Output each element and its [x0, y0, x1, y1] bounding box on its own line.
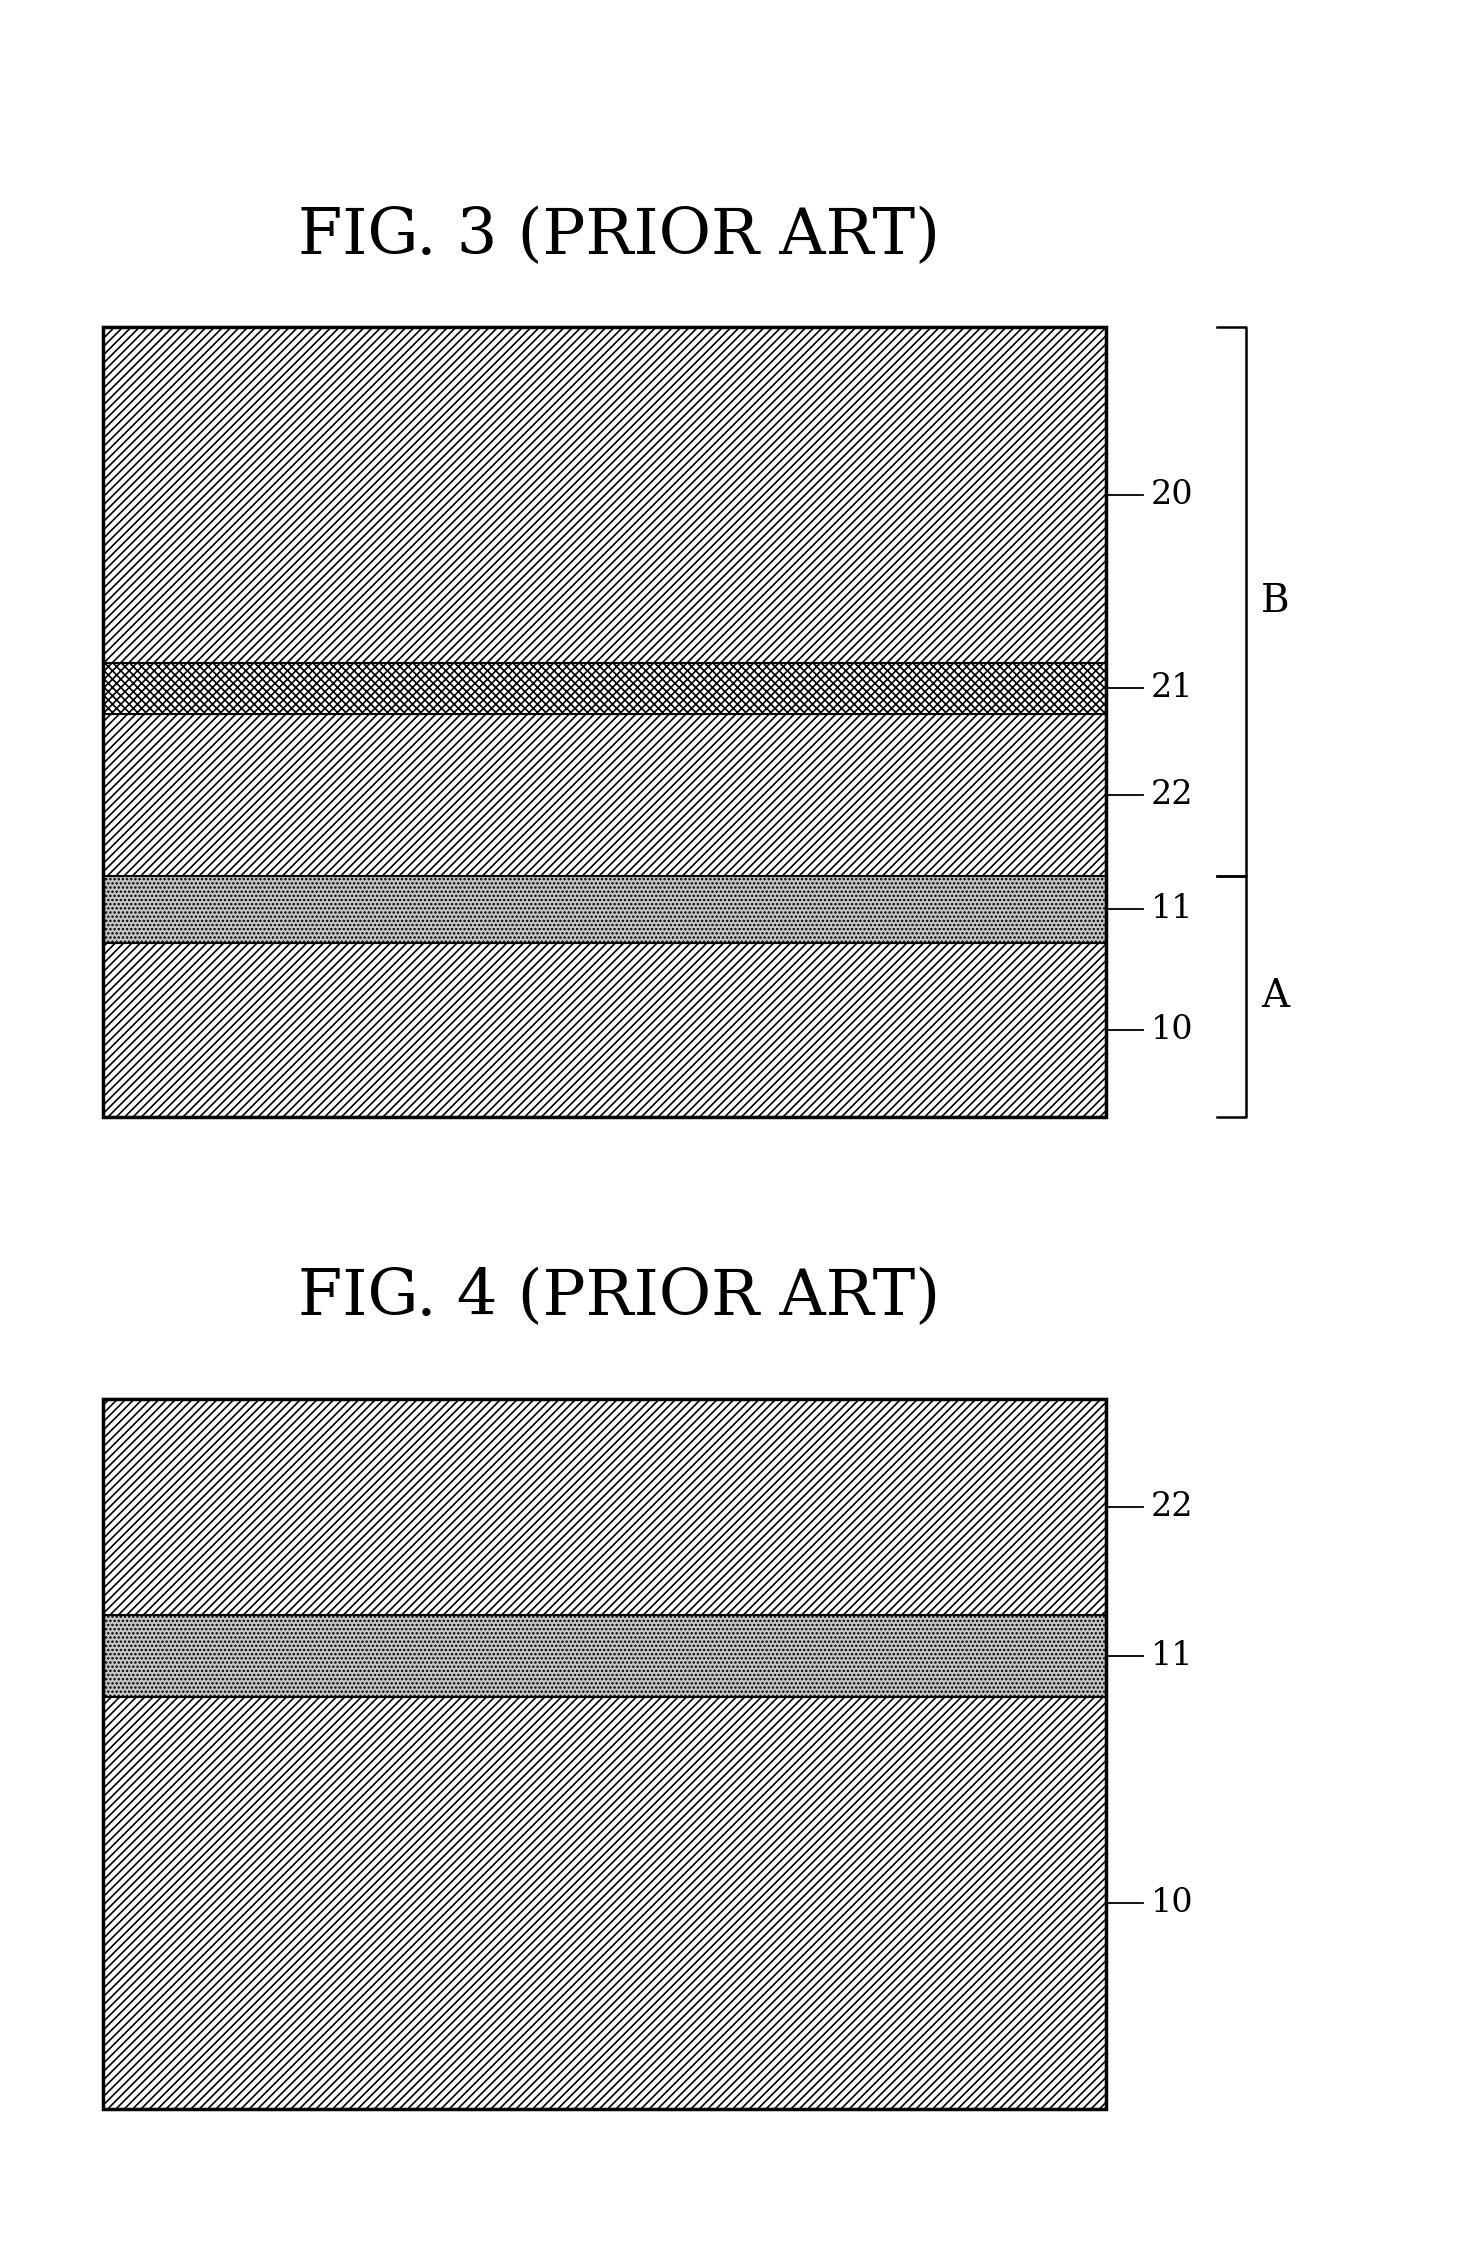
Bar: [103, 1615, 1106, 1697]
Text: 11: 11: [1150, 1640, 1193, 1672]
Bar: [103, 1399, 1106, 2109]
Bar: [103, 875, 1106, 943]
Bar: [103, 1399, 1106, 1615]
Text: 22: 22: [1150, 778, 1193, 810]
Text: 10: 10: [1150, 1888, 1193, 1920]
Text: 21: 21: [1150, 672, 1193, 704]
Bar: [103, 663, 1106, 715]
Bar: [103, 943, 1106, 1117]
Text: 10: 10: [1150, 1013, 1193, 1047]
Text: FIG. 3 (PRIOR ART): FIG. 3 (PRIOR ART): [298, 205, 941, 268]
Text: A: A: [1261, 977, 1289, 1015]
Bar: [103, 1697, 1106, 2109]
Text: B: B: [1261, 582, 1289, 620]
Text: 22: 22: [1150, 1491, 1193, 1523]
Bar: [103, 327, 1106, 663]
Text: 20: 20: [1150, 478, 1193, 510]
Text: FIG. 4 (PRIOR ART): FIG. 4 (PRIOR ART): [298, 1266, 941, 1329]
Bar: [103, 715, 1106, 875]
Bar: [103, 327, 1106, 1117]
Text: 11: 11: [1150, 893, 1193, 925]
